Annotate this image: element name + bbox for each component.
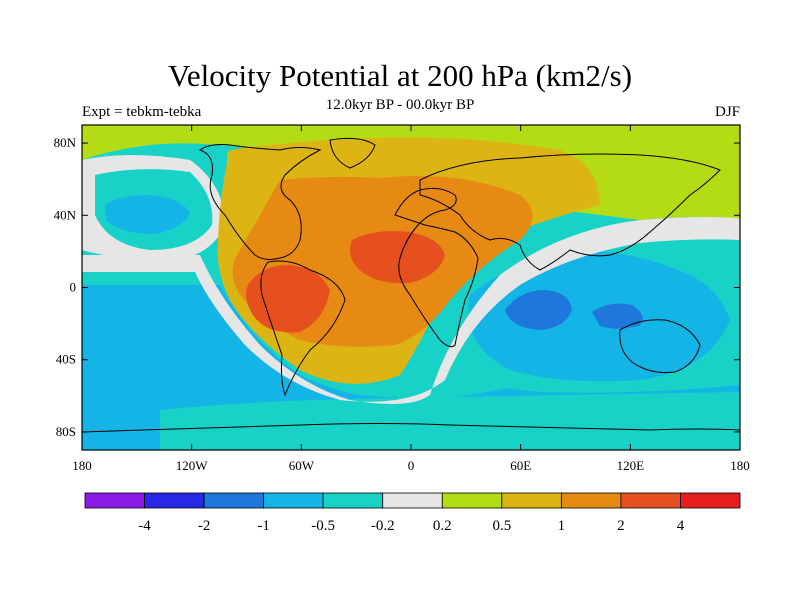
colorbar-label: -2 — [198, 518, 211, 534]
field-africa-core — [349, 231, 445, 284]
colorbar-label: -4 — [138, 518, 151, 534]
colorbar-swatch — [441, 492, 503, 509]
lon-tick-label: 0 — [408, 458, 415, 473]
colorbar-label: -0.2 — [371, 518, 395, 534]
coast-north-america — [198, 144, 322, 260]
coast-greenland — [329, 137, 376, 169]
colorbar-swatch — [560, 492, 622, 509]
colorbar: -4 -2 -1 -0.5 -0.2 0.2 0.5 1 2 4 — [84, 492, 741, 534]
colorbar-swatch — [84, 492, 145, 509]
coast-europe-africa — [394, 187, 479, 348]
coast-south-america — [260, 260, 346, 397]
lon-tick-label: 180 — [730, 458, 750, 473]
colorbar-swatch — [382, 492, 443, 509]
lon-tick-label: 60E — [510, 458, 531, 473]
experiment-label: Expt = tebkm-tebka — [82, 104, 202, 120]
coast-antarctica — [82, 423, 740, 433]
lat-tick-label: 0 — [70, 280, 77, 295]
field-south-america-core — [246, 265, 330, 333]
colorbar-swatch — [263, 492, 324, 509]
lon-tick-label: 120W — [176, 458, 209, 473]
colorbar-swatch — [501, 492, 562, 509]
coast-eurasia — [419, 153, 721, 271]
lat-tick-label: 80S — [56, 424, 76, 439]
field-north-pacific-blue — [105, 195, 190, 234]
longitude-axis: 180 120W 60W 0 60E 120E 180 — [72, 125, 750, 473]
field-maritime-dark-blue — [592, 303, 643, 329]
latitude-axis: 80N 40N 0 40S 80S — [54, 135, 740, 439]
colorbar-label: 2 — [617, 518, 625, 534]
colorbar-label: 0.2 — [433, 518, 452, 534]
colorbar-label: -0.5 — [311, 518, 335, 534]
lon-tick-label: 60W — [289, 458, 315, 473]
coast-australia — [619, 319, 701, 373]
contour-field — [82, 125, 740, 450]
lat-tick-label: 80N — [54, 135, 77, 150]
lon-tick-label: 120E — [617, 458, 645, 473]
colorbar-swatch — [203, 492, 265, 509]
colorbar-label: 1 — [558, 518, 566, 534]
field-indian-ocean-dark-blue — [505, 290, 572, 330]
colorbar-label: -1 — [257, 518, 270, 534]
season-label: DJF — [714, 104, 740, 120]
lat-tick-label: 40N — [54, 207, 77, 222]
colorbar-label: 0.5 — [492, 518, 511, 534]
field-southern-band — [160, 392, 740, 450]
colorbar-swatch — [620, 492, 681, 509]
map-subtitle: 12.0kyr BP - 00.0kyr BP — [325, 97, 475, 113]
colorbar-label: 4 — [677, 518, 685, 534]
coastlines — [82, 137, 740, 433]
colorbar-swatch — [680, 492, 741, 509]
field-neutral-band — [82, 216, 740, 404]
map-title: Velocity Potential at 200 hPa (km2/s) — [167, 58, 633, 93]
colorbar-swatch — [322, 492, 384, 509]
lat-tick-label: 40S — [56, 352, 76, 367]
lon-tick-label: 180 — [72, 458, 92, 473]
colorbar-swatch — [144, 492, 205, 509]
field-south-pacific-core — [110, 305, 213, 380]
